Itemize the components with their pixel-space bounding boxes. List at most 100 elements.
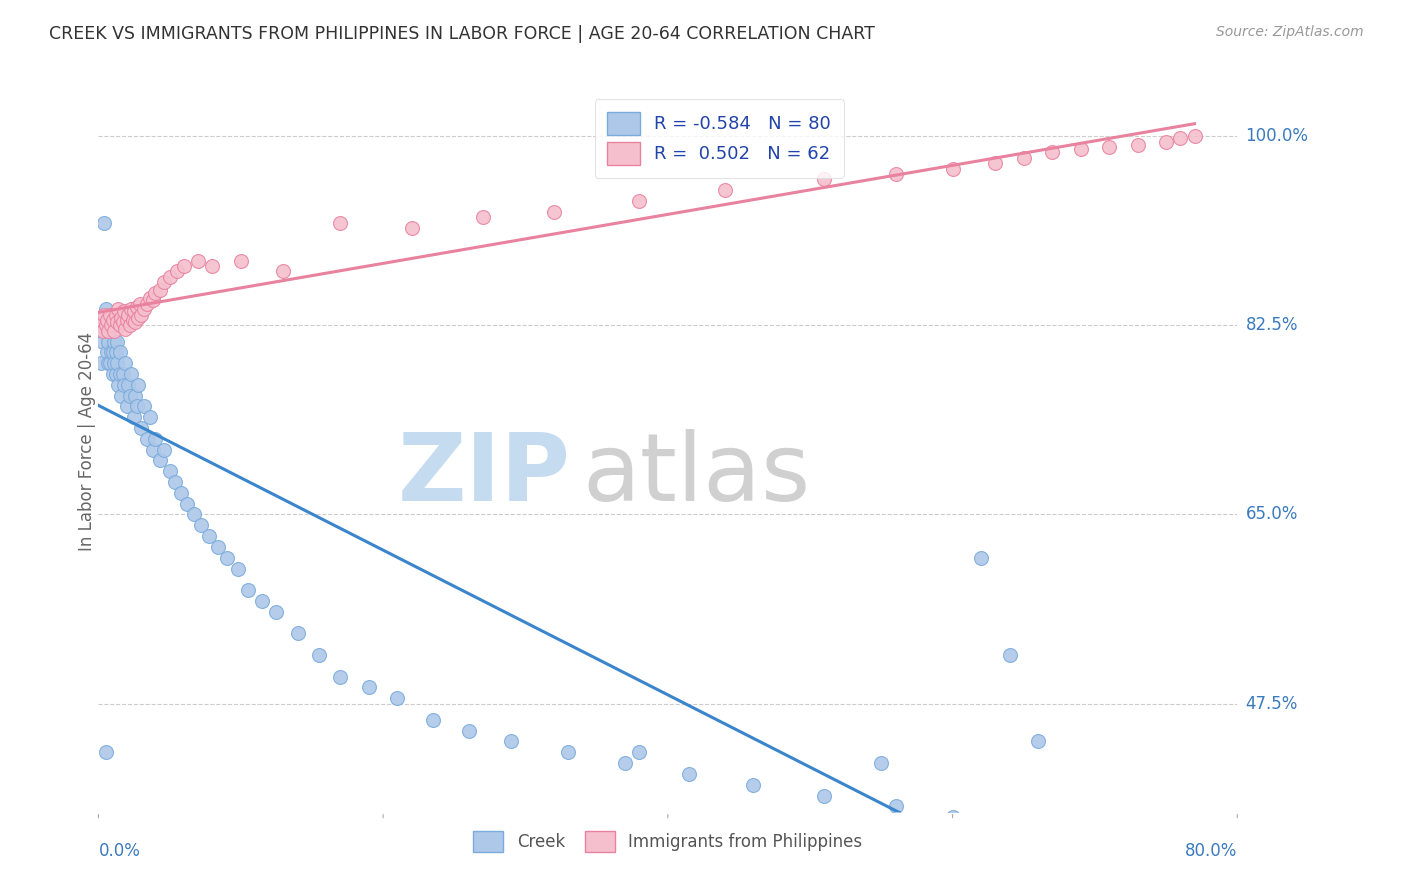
Point [110, 310, 132, 325]
Point [173, 259, 195, 273]
Point [129, 308, 152, 322]
Point [159, 269, 181, 284]
Point [96, 313, 118, 327]
Point [884, 799, 907, 814]
Point [138, 291, 160, 305]
Point [105, 334, 128, 349]
Point [108, 345, 131, 359]
Point [103, 356, 125, 370]
Point [145, 432, 167, 446]
Point [105, 315, 128, 329]
Point [114, 356, 136, 370]
Point [125, 400, 148, 414]
Point [90, 356, 112, 370]
Point [112, 377, 135, 392]
Point [357, 681, 380, 695]
Point [236, 583, 259, 598]
Point [287, 626, 309, 640]
Point [115, 313, 138, 327]
Point [121, 313, 143, 327]
Point [170, 486, 193, 500]
Point [870, 756, 893, 770]
Point [112, 304, 135, 318]
Point [149, 283, 172, 297]
Point [628, 194, 651, 208]
Point [501, 734, 523, 748]
Point [135, 297, 157, 311]
Text: ZIP: ZIP [398, 429, 571, 521]
Point [110, 389, 132, 403]
Point [100, 318, 122, 333]
Point [183, 508, 205, 522]
Point [104, 308, 127, 322]
Point [128, 297, 150, 311]
Point [122, 304, 145, 318]
Point [1170, 131, 1192, 145]
Point [100, 313, 122, 327]
Point [813, 172, 835, 186]
Point [115, 400, 138, 414]
Text: Source: ZipAtlas.com: Source: ZipAtlas.com [1216, 25, 1364, 39]
Point [98, 356, 121, 370]
Text: 0.0%: 0.0% [98, 842, 141, 860]
Point [614, 756, 637, 770]
Point [273, 264, 295, 278]
Legend: Creek, Immigrants from Philippines: Creek, Immigrants from Philippines [467, 824, 869, 859]
Point [308, 648, 330, 662]
Point [190, 518, 212, 533]
Point [125, 300, 148, 314]
Point [457, 723, 479, 738]
Point [101, 367, 124, 381]
Point [329, 670, 352, 684]
Text: 100.0%: 100.0% [1246, 128, 1309, 145]
Point [120, 302, 142, 317]
Point [101, 324, 124, 338]
Text: atlas: atlas [582, 429, 811, 521]
Point [198, 529, 221, 543]
Point [1184, 129, 1206, 144]
Point [91, 324, 114, 338]
Point [1012, 151, 1035, 165]
Point [96, 345, 118, 359]
Point [1126, 137, 1149, 152]
Point [201, 259, 224, 273]
Point [215, 550, 238, 565]
Point [141, 293, 163, 308]
Point [176, 497, 198, 511]
Point [884, 167, 907, 181]
Point [127, 310, 149, 325]
Point [141, 442, 163, 457]
Point [1040, 145, 1063, 160]
Point [93, 308, 115, 322]
Point [165, 475, 187, 489]
Point [96, 324, 118, 338]
Point [118, 389, 141, 403]
Point [970, 550, 993, 565]
Point [153, 275, 176, 289]
Point [118, 318, 141, 333]
Point [103, 334, 125, 349]
Point [207, 540, 229, 554]
Point [226, 561, 249, 575]
Point [543, 205, 565, 219]
Point [422, 713, 444, 727]
Point [250, 594, 273, 608]
Point [100, 345, 122, 359]
Point [266, 605, 288, 619]
Point [89, 313, 111, 327]
Text: CREEK VS IMMIGRANTS FROM PHILIPPINES IN LABOR FORCE | AGE 20-64 CORRELATION CHAR: CREEK VS IMMIGRANTS FROM PHILIPPINES IN … [49, 25, 875, 43]
Point [678, 767, 700, 781]
Y-axis label: In Labor Force | Age 20-64: In Labor Force | Age 20-64 [79, 332, 96, 551]
Point [124, 315, 146, 329]
Point [149, 453, 172, 467]
Point [94, 324, 117, 338]
Point [942, 810, 965, 824]
Point [98, 308, 121, 322]
Point [117, 377, 139, 392]
Point [101, 345, 124, 359]
Point [122, 410, 145, 425]
Point [984, 156, 1007, 170]
Point [98, 324, 121, 338]
Point [714, 183, 737, 197]
Point [166, 264, 188, 278]
